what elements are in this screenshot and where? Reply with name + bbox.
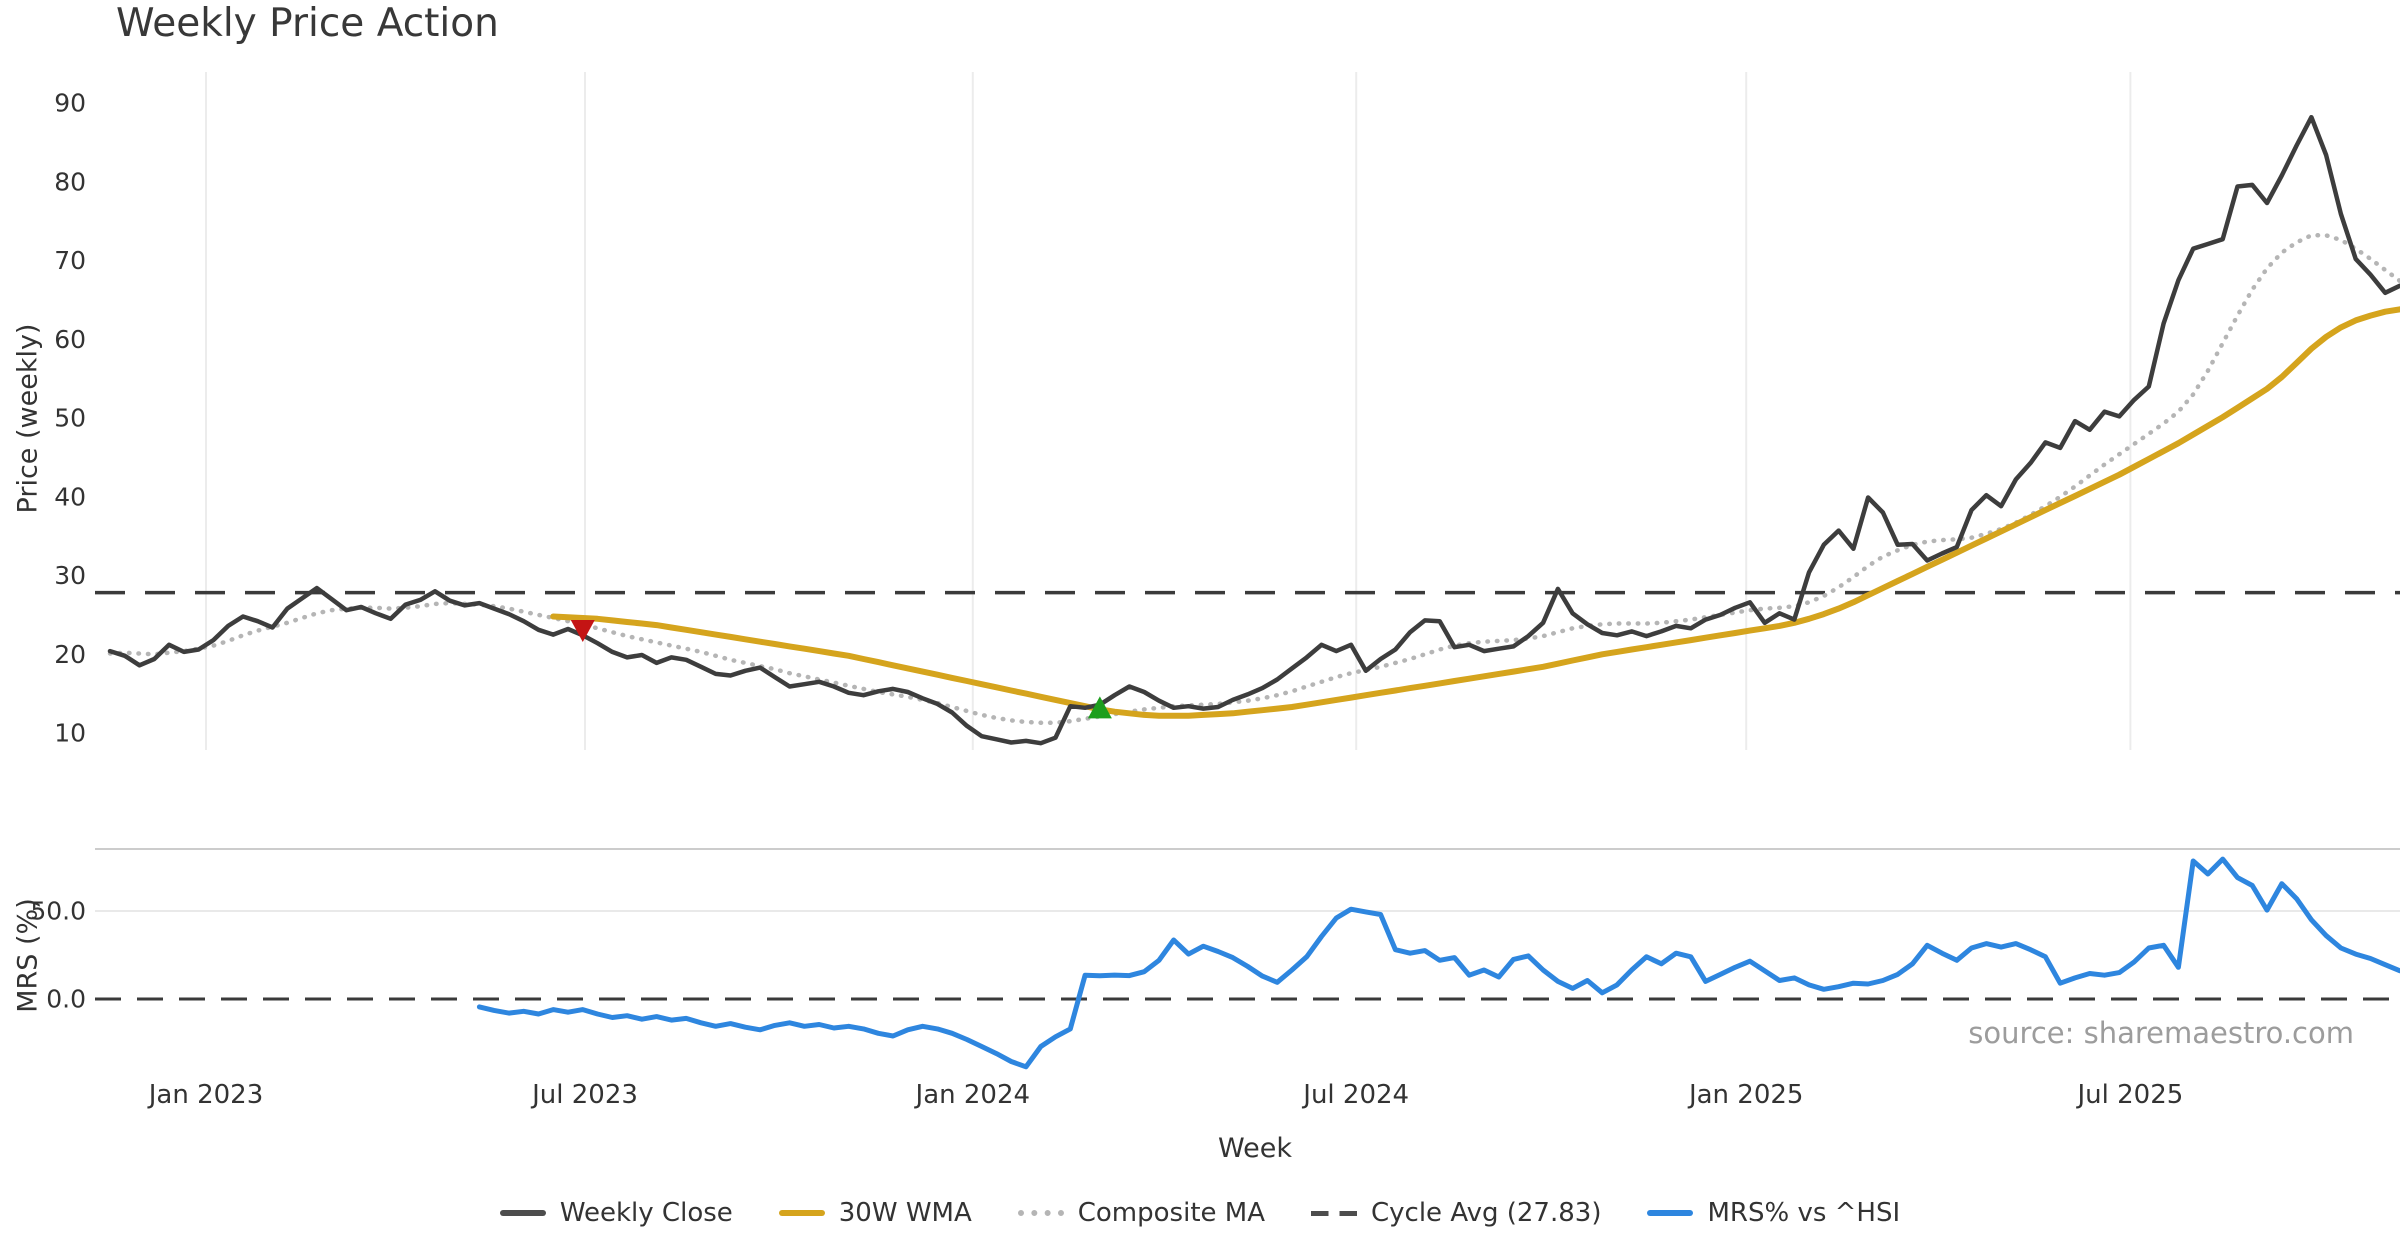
legend-label: MRS% vs ^HSI <box>1707 1198 1901 1228</box>
price-tick-label: 60 <box>54 325 86 354</box>
weekly-close-line-icon <box>499 1210 546 1216</box>
composite-ma-line-icon <box>1017 1210 1064 1216</box>
price-tick-label: 40 <box>54 482 86 511</box>
legend: Weekly Close 30W WMA Composite MA Cycle … <box>0 1198 2400 1228</box>
x-tick-label: Jan 2024 <box>914 1080 1031 1110</box>
price-tick-label: 70 <box>54 246 86 275</box>
x-tick-label: Jan 2025 <box>1687 1080 1804 1110</box>
30w-wma-line <box>550 306 2400 719</box>
x-axis-label: Week <box>1218 1133 1292 1164</box>
legend-label: 30W WMA <box>838 1198 972 1228</box>
legend-label: Composite MA <box>1077 1198 1265 1228</box>
price-tick-label: 10 <box>54 719 86 748</box>
mrs-vs-hsi-line <box>476 856 2400 1070</box>
price-tick-label: 80 <box>54 167 86 196</box>
mrs-line-icon <box>1647 1210 1694 1216</box>
x-tick-label: Jul 2025 <box>2075 1080 2183 1110</box>
price-tick-label: 90 <box>54 89 86 118</box>
wma-line-icon <box>778 1210 825 1216</box>
mrs-axis-label: MRS (%) <box>12 898 44 1013</box>
source-note: source: sharemaestro.com <box>1968 1016 2354 1050</box>
page-title: Weekly Price Action <box>116 1 499 46</box>
composite-ma-line <box>107 233 2400 726</box>
legend-label: Cycle Avg (27.83) <box>1371 1198 1602 1228</box>
mrs-tick-label: 0.0 <box>46 985 86 1014</box>
weekly-close-line <box>107 114 2400 746</box>
legend-item-mrs: MRS% vs ^HSI <box>1647 1198 1900 1228</box>
legend-label: Weekly Close <box>559 1198 733 1228</box>
price-axis-label: Price (weekly) <box>12 323 44 514</box>
sell-signal-marker-icon <box>570 620 595 643</box>
legend-item-cycle-avg: Cycle Avg (27.83) <box>1311 1198 1601 1228</box>
legend-item-wma: 30W WMA <box>778 1198 972 1228</box>
legend-item-weekly-close: Weekly Close <box>499 1198 733 1228</box>
buy-signal-marker-icon <box>1087 696 1112 719</box>
cycle-avg-line-icon <box>1311 1210 1357 1216</box>
x-tick-label: Jul 2023 <box>530 1080 638 1110</box>
mrs-tick-label: 50.0 <box>30 897 86 926</box>
price-tick-label: 20 <box>54 640 86 669</box>
price-tick-label: 50 <box>54 404 86 433</box>
x-tick-label: Jan 2023 <box>147 1080 264 1110</box>
price-tick-label: 30 <box>54 561 86 590</box>
x-tick-label: Jul 2024 <box>1301 1080 1409 1110</box>
legend-item-composite-ma: Composite MA <box>1017 1198 1265 1228</box>
